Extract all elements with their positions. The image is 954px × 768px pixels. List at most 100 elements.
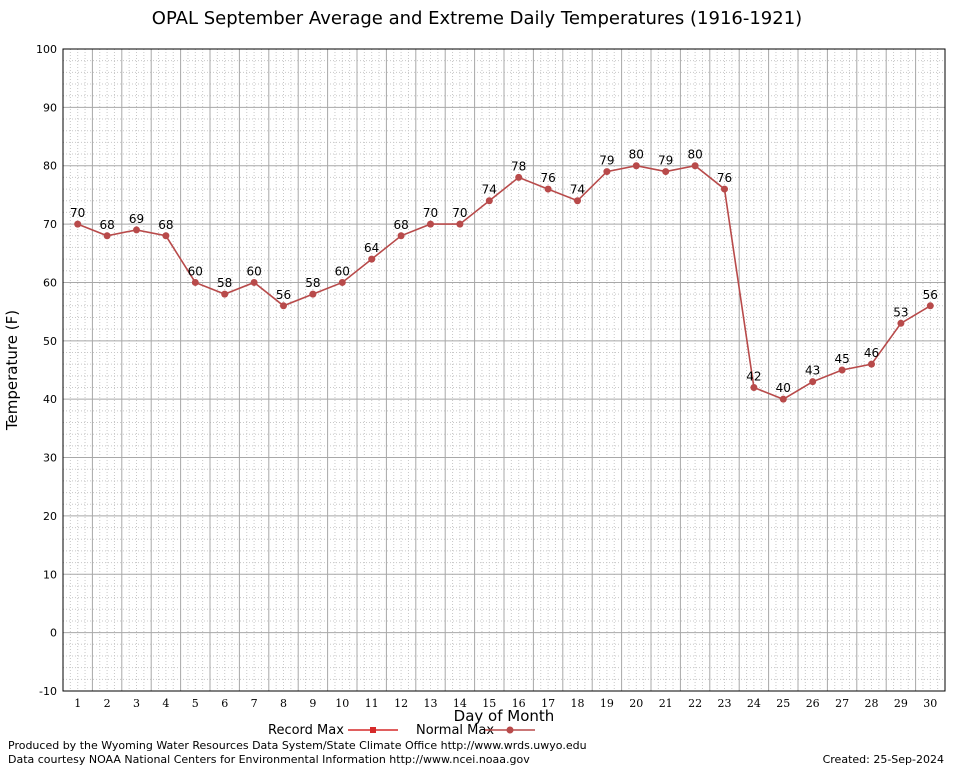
series-line-normal-max <box>77 164 931 401</box>
data-point <box>691 162 699 170</box>
x-tick-label: 27 <box>835 697 849 710</box>
data-label: 56 <box>923 288 938 302</box>
x-tick-label: 19 <box>600 697 614 710</box>
data-point <box>280 302 287 310</box>
data-point <box>809 378 817 386</box>
data-point <box>750 384 758 392</box>
data-label: 53 <box>893 305 908 319</box>
data-point <box>662 168 670 176</box>
y-axis-ticks: -10 0 10 20 30 40 50 60 70 80 90 100 <box>36 43 57 698</box>
data-label: 68 <box>99 218 114 232</box>
x-tick-label: 5 <box>192 697 199 710</box>
data-label: 69 <box>129 212 144 226</box>
data-point <box>456 220 464 228</box>
data-label: 79 <box>658 154 673 168</box>
data-point <box>544 185 552 193</box>
y-tick-label: 80 <box>43 160 57 173</box>
data-point <box>868 360 875 368</box>
data-point <box>368 255 376 263</box>
x-tick-label: 15 <box>482 697 496 710</box>
data-label: 45 <box>834 352 849 366</box>
data-point <box>632 162 640 170</box>
data-label: 70 <box>423 206 438 220</box>
chart-title: OPAL September Average and Extreme Daily… <box>151 8 803 29</box>
y-tick-label: 50 <box>43 335 57 348</box>
legend-label: Normal Max <box>416 723 494 738</box>
data-point <box>397 232 405 240</box>
data-label: 43 <box>805 364 820 378</box>
x-tick-label: 2 <box>104 697 111 710</box>
data-label: 60 <box>188 264 203 278</box>
data-point <box>250 278 258 286</box>
data-label: 60 <box>335 264 350 278</box>
data-point <box>926 302 934 310</box>
legend: Record Max Normal Max <box>268 723 535 738</box>
x-tick-label: 6 <box>221 697 228 710</box>
data-point <box>721 185 728 193</box>
y-tick-label: 0 <box>50 627 57 640</box>
x-tick-label: 22 <box>688 697 702 710</box>
x-axis-ticks: 1 2 3 4 5 6 7 8 9 10 11 12 13 14 15 16 17 18 19 20 21 22 23 24 2… <box>74 697 937 710</box>
x-tick-label: 4 <box>162 697 169 710</box>
data-point <box>897 319 905 327</box>
data-point <box>779 395 787 403</box>
data-label: 58 <box>217 276 232 290</box>
plot-frame <box>62 48 946 692</box>
data-label: 76 <box>717 171 732 185</box>
data-label: 74 <box>570 183 585 197</box>
x-tick-label: 9 <box>309 697 316 710</box>
x-tick-label: 16 <box>512 697 526 710</box>
data-point <box>838 366 846 374</box>
data-label: 64 <box>364 241 379 255</box>
data-label: 79 <box>599 154 614 168</box>
y-tick-label: 70 <box>43 218 57 231</box>
x-tick-label: 13 <box>424 697 438 710</box>
x-tick-label: 7 <box>251 697 258 710</box>
data-point <box>162 232 170 240</box>
x-tick-label: 26 <box>806 697 820 710</box>
data-point <box>191 278 199 286</box>
data-point <box>221 290 229 298</box>
data-point <box>133 226 140 234</box>
x-tick-label: 28 <box>865 697 879 710</box>
x-tick-label: 29 <box>894 697 908 710</box>
y-tick-label: 100 <box>36 43 57 56</box>
x-tick-label: 11 <box>365 697 379 710</box>
y-tick-label: 20 <box>43 510 57 523</box>
data-label: 78 <box>511 159 526 173</box>
created-date: Created: 25-Sep-2024 <box>822 753 944 766</box>
x-tick-label: 24 <box>747 697 761 710</box>
data-label: 70 <box>452 206 467 220</box>
data-label: 60 <box>246 264 261 278</box>
x-tick-label: 30 <box>923 697 937 710</box>
x-tick-label: 12 <box>394 697 408 710</box>
y-tick-label: 30 <box>43 452 57 465</box>
data-label: 56 <box>276 288 291 302</box>
x-tick-label: 18 <box>571 697 585 710</box>
data-label: 58 <box>305 276 320 290</box>
x-tick-label: 10 <box>335 697 349 710</box>
legend-label: Record Max <box>268 723 344 738</box>
data-point <box>515 173 523 181</box>
x-tick-label: 25 <box>776 697 790 710</box>
credit-line-1: Produced by the Wyoming Water Resources … <box>8 739 587 752</box>
data-point <box>603 168 611 176</box>
data-label: 40 <box>776 381 791 395</box>
data-label: 42 <box>746 370 761 384</box>
y-tick-label: 10 <box>43 568 57 581</box>
data-label: 80 <box>629 148 644 162</box>
y-tick-label: 40 <box>43 393 57 406</box>
x-tick-label: 20 <box>629 697 643 710</box>
data-label: 68 <box>393 218 408 232</box>
x-tick-label: 23 <box>718 697 732 710</box>
x-tick-label: 1 <box>74 697 81 710</box>
data-label: 46 <box>864 346 879 360</box>
data-point <box>74 220 82 228</box>
data-label: 80 <box>687 148 702 162</box>
data-point <box>309 290 317 298</box>
y-tick-label: 60 <box>43 276 57 289</box>
legend-swatch-marker <box>506 726 514 734</box>
y-tick-label: -10 <box>39 685 57 698</box>
x-tick-label: 8 <box>280 697 287 710</box>
y-axis-label: Temperature (F) <box>3 310 21 431</box>
